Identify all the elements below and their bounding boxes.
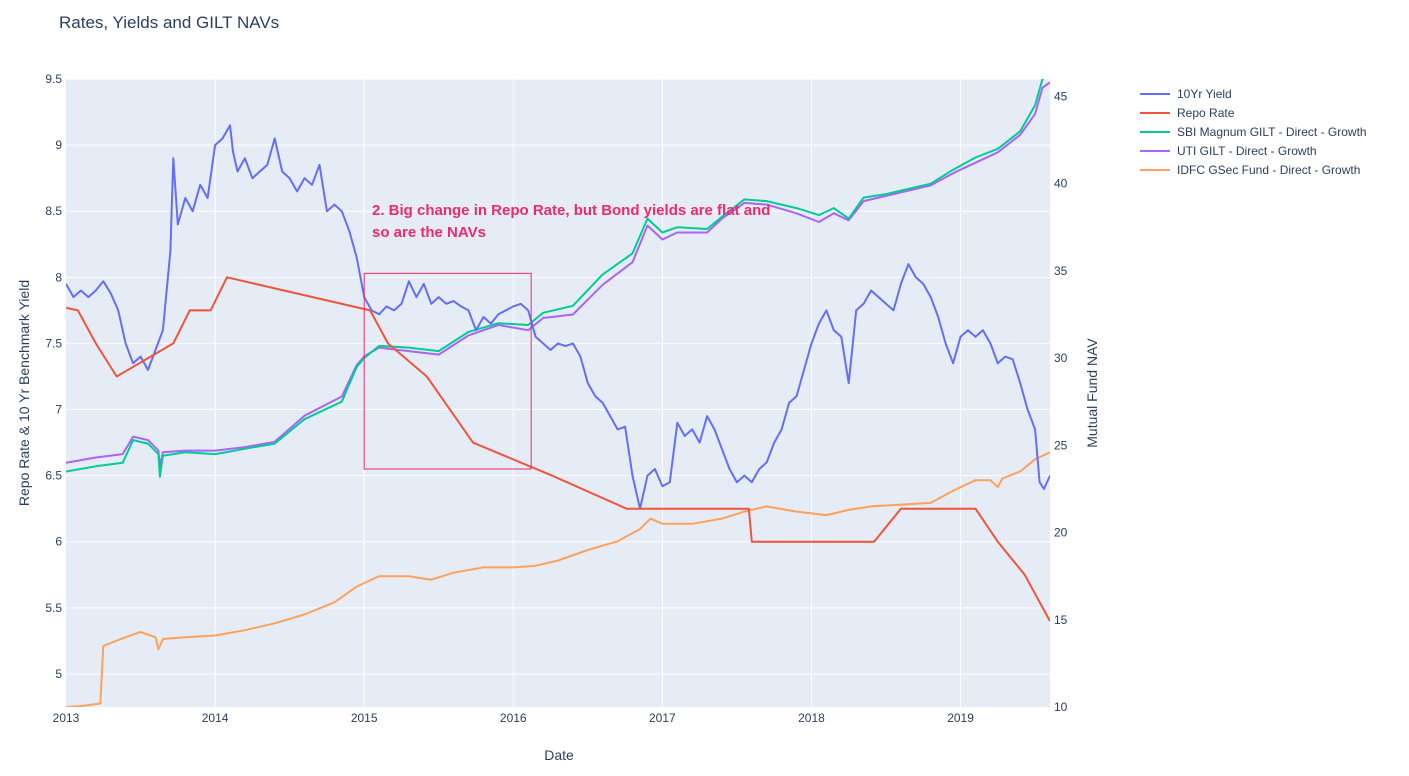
x-tick-label: 2017 xyxy=(649,711,676,725)
x-tick-label: 2013 xyxy=(53,711,80,725)
legend-label: SBI Magnum GILT - Direct - Growth xyxy=(1177,125,1367,139)
x-axis-ticks: 2013 2014 2015 2016 2017 2018 2019 xyxy=(53,711,975,725)
y-left-tick-label: 8 xyxy=(55,270,62,284)
x-tick-label: 2016 xyxy=(500,711,527,725)
annotation-line-1: 2. Big change in Repo Rate, but Bond yie… xyxy=(372,202,770,219)
legend-item-idfc-gsec-fund-direct-growth[interactable]: IDFC GSec Fund - Direct - Growth xyxy=(1140,163,1360,177)
y-left-tick-label: 7 xyxy=(55,403,62,417)
y-left-tick-label: 8.5 xyxy=(45,204,62,218)
legend-item-10yr-yield[interactable]: 10Yr Yield xyxy=(1140,87,1232,101)
chart-title: Rates, Yields and GILT NAVs xyxy=(59,13,279,32)
series-line-idfc-gsec-fund-direct-growth xyxy=(66,451,1050,707)
y-right-tick-label: 20 xyxy=(1054,526,1068,540)
legend-label: UTI GILT - Direct - Growth xyxy=(1177,144,1317,158)
x-axis-title: Date xyxy=(544,747,574,763)
y-right-tick-label: 30 xyxy=(1054,351,1068,365)
y-right-axis-title: Mutual Fund NAV xyxy=(1084,338,1100,448)
y-right-tick-label: 45 xyxy=(1054,89,1068,103)
y-right-tick-label: 35 xyxy=(1054,264,1068,278)
y-left-tick-label: 6.5 xyxy=(45,469,62,483)
series-line-sbi-magnum-gilt-direct-growth xyxy=(66,79,1045,478)
y-right-tick-label: 15 xyxy=(1054,613,1068,627)
x-tick-label: 2018 xyxy=(798,711,825,725)
legend-label: Repo Rate xyxy=(1177,106,1235,120)
series-layer xyxy=(66,79,1050,707)
y-right-tick-label: 40 xyxy=(1054,177,1068,191)
annotation-box xyxy=(363,272,532,470)
annotation-line-2: so are the NAVs xyxy=(372,224,486,241)
x-tick-label: 2014 xyxy=(202,711,229,725)
y-left-tick-label: 9.5 xyxy=(45,72,62,86)
y-left-tick-label: 6 xyxy=(55,535,62,549)
y-left-tick-label: 9 xyxy=(55,138,62,152)
y-left-tick-label: 7.5 xyxy=(45,336,62,350)
legend[interactable]: 10Yr Yield Repo Rate SBI Magnum GILT - Dir… xyxy=(1140,87,1367,177)
legend-item-sbi-magnum-gilt-direct-growth[interactable]: SBI Magnum GILT - Direct - Growth xyxy=(1140,125,1367,139)
x-tick-label: 2015 xyxy=(351,711,378,725)
y-left-tick-label: 5 xyxy=(55,667,62,681)
legend-item-repo-rate[interactable]: Repo Rate xyxy=(1140,106,1235,120)
plot-background xyxy=(66,79,1050,707)
series-line-repo-rate xyxy=(66,276,1050,622)
y-left-axis-title: Repo Rate & 10 Yr Benchmark Yield xyxy=(16,280,32,506)
y-left-tick-label: 5.5 xyxy=(45,601,62,615)
x-tick-label: 2019 xyxy=(947,711,974,725)
legend-label: 10Yr Yield xyxy=(1177,87,1232,101)
y-right-tick-label: 10 xyxy=(1054,700,1068,714)
grid-lines xyxy=(66,78,1050,707)
y-right-axis-ticks: 10 15 20 25 30 35 40 45 xyxy=(1054,89,1068,714)
series-line-10yr-yield xyxy=(66,124,1050,510)
y-left-axis-ticks: 5 5.5 6 6.5 7 7.5 8 8.5 9 9.5 xyxy=(45,72,62,681)
y-right-tick-label: 25 xyxy=(1054,438,1068,452)
series-line-uti-gilt-direct-growth xyxy=(66,81,1050,468)
legend-label: IDFC GSec Fund - Direct - Growth xyxy=(1177,163,1360,177)
legend-item-uti-gilt-direct-growth[interactable]: UTI GILT - Direct - Growth xyxy=(1140,144,1317,158)
